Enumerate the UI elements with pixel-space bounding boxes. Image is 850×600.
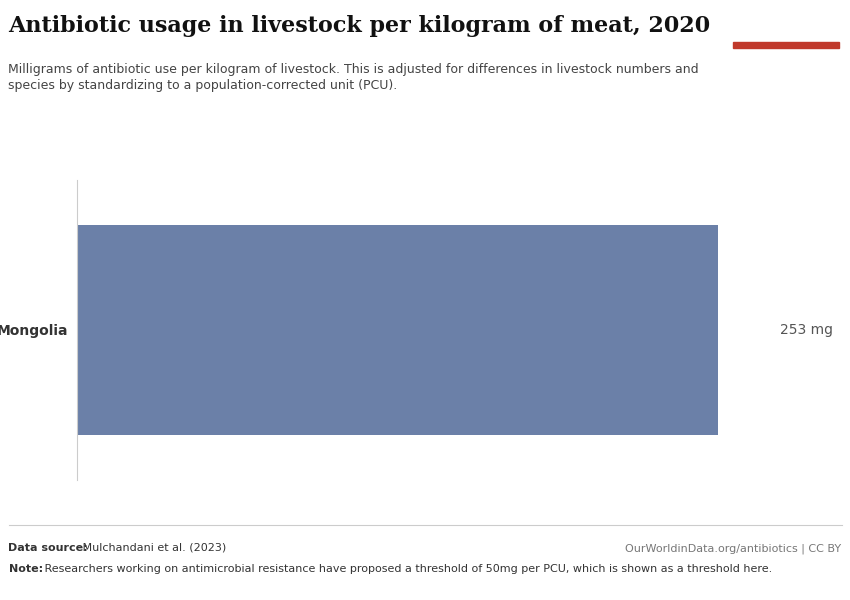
Text: Researchers working on antimicrobial resistance have proposed a threshold of 50m: Researchers working on antimicrobial res… [41,564,772,574]
Text: Our World: Our World [758,12,813,22]
Text: Note:: Note: [8,564,42,574]
Bar [733,41,839,48]
Text: 253 mg: 253 mg [780,323,834,337]
Bar [76,225,717,435]
Text: OurWorldinData.org/antibiotics | CC BY: OurWorldinData.org/antibiotics | CC BY [626,543,842,553]
Text: Data source:: Data source: [8,543,88,553]
Text: Mulchandani et al. (2023): Mulchandani et al. (2023) [79,543,226,553]
Text: Milligrams of antibiotic use per kilogram of livestock. This is adjusted for dif: Milligrams of antibiotic use per kilogra… [8,63,699,76]
Text: in Data: in Data [766,25,806,35]
Text: species by standardizing to a population-corrected unit (PCU).: species by standardizing to a population… [8,79,398,92]
Text: Antibiotic usage in livestock per kilogram of meat, 2020: Antibiotic usage in livestock per kilogr… [8,15,711,37]
